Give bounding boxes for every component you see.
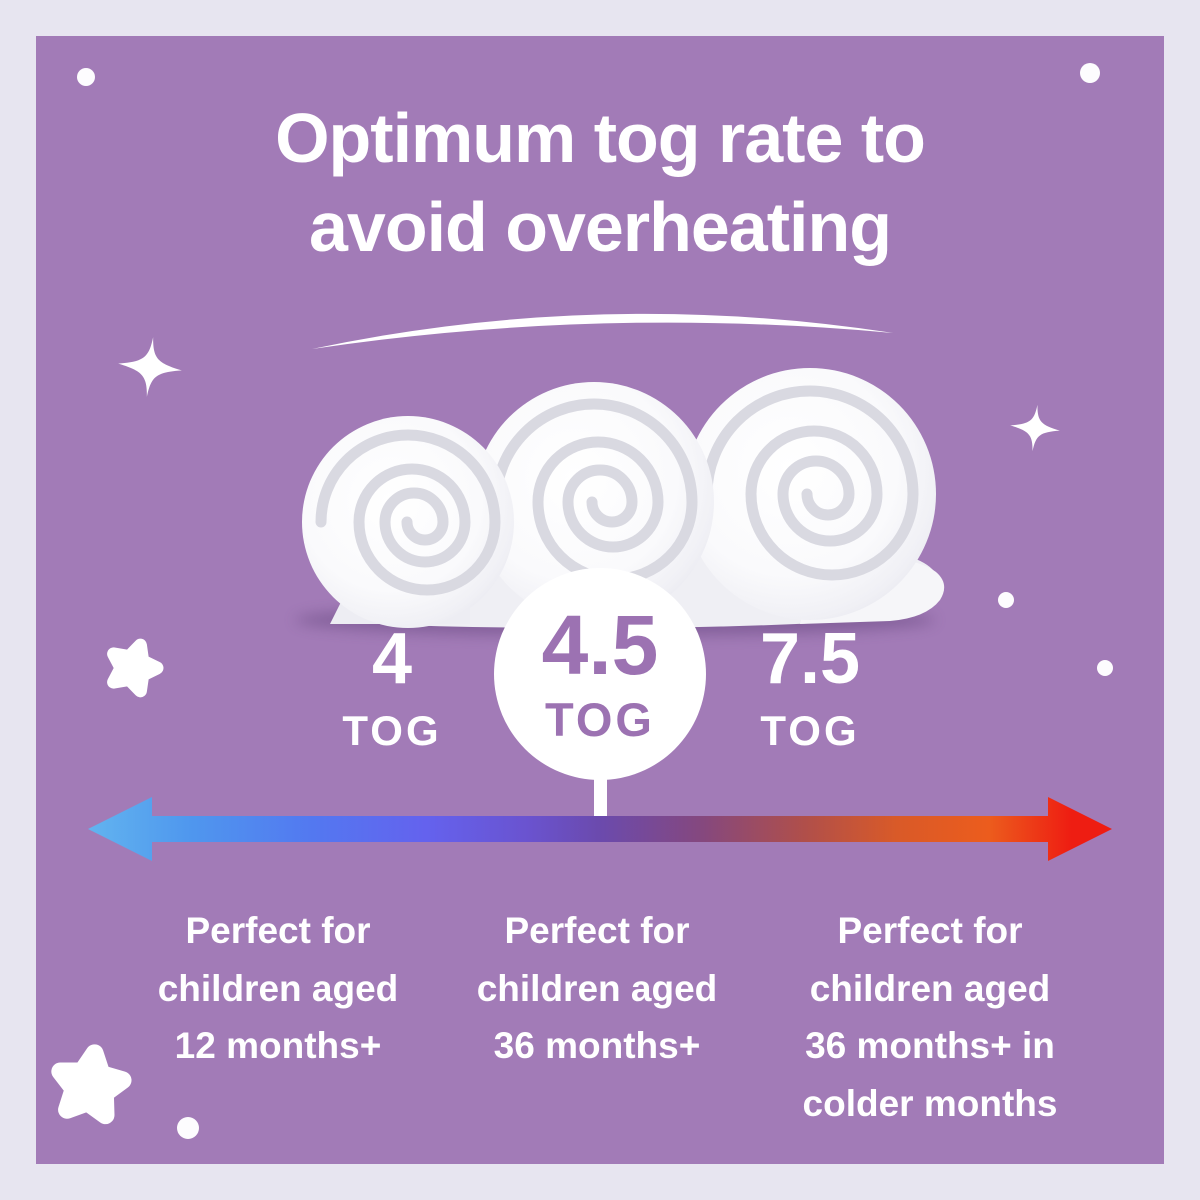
- title-line-1: Optimum tog rate to: [275, 99, 926, 177]
- description-line: 36 months+: [493, 1025, 701, 1066]
- description-line: 12 months+: [174, 1025, 382, 1066]
- tog-label-7-5: 7.5 TOG: [700, 620, 920, 752]
- duvet-roll-left: [302, 416, 514, 628]
- tog-label-4: 4 TOG: [282, 620, 502, 752]
- description-line: Perfect for: [504, 910, 690, 951]
- swoosh-underline: [312, 313, 893, 349]
- sparkle-icon: [118, 337, 1060, 452]
- description-line: colder months: [802, 1082, 1058, 1124]
- tog-value: 7.5: [759, 619, 861, 699]
- description-left: Perfect for children aged 12 months+: [113, 902, 443, 1075]
- tog-unit: TOG: [760, 707, 860, 754]
- tog-value: 4.5: [541, 598, 659, 692]
- description-line: children aged: [476, 967, 718, 1009]
- dot-decoration: [77, 63, 1113, 1139]
- description-line: children aged: [157, 967, 399, 1009]
- star-icon: [51, 638, 164, 1125]
- tog-value: 4: [371, 619, 413, 699]
- duvet-roll-middle: [474, 382, 714, 622]
- tog-unit: TOG: [342, 707, 442, 754]
- description-line: Perfect for: [837, 910, 1023, 951]
- description-center: Perfect for children aged 36 months+: [432, 902, 762, 1075]
- temperature-gradient-arrow: [88, 797, 1112, 861]
- tog-highlight-badge: 4.5 TOG: [494, 568, 706, 780]
- description-line: Perfect for: [185, 910, 371, 951]
- pointer-stem: [594, 768, 607, 820]
- description-line: 36 months+ in: [805, 1025, 1055, 1066]
- page-title: Optimum tog rate to avoid overheating: [100, 94, 1100, 272]
- duvet-rolls: [295, 368, 945, 636]
- title-line-2: avoid overheating: [308, 188, 892, 266]
- description-line: children aged: [809, 967, 1051, 1009]
- description-right: Perfect for children aged 36 months+ in …: [765, 902, 1095, 1132]
- tog-unit: TOG: [545, 693, 655, 746]
- duvet-roll-right: [684, 368, 936, 620]
